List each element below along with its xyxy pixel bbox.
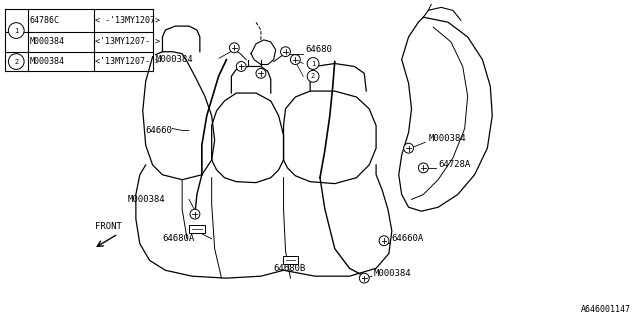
Circle shape [256, 68, 266, 78]
Circle shape [307, 70, 319, 82]
Text: M000384: M000384 [156, 55, 193, 64]
Circle shape [359, 273, 369, 283]
Circle shape [190, 209, 200, 219]
FancyBboxPatch shape [189, 225, 205, 233]
Text: 64728A: 64728A [438, 160, 470, 169]
Circle shape [236, 61, 246, 71]
Circle shape [280, 47, 291, 57]
Text: M000384: M000384 [128, 195, 166, 204]
Circle shape [379, 236, 389, 246]
Text: M000384: M000384 [29, 37, 65, 46]
Text: 2: 2 [14, 59, 19, 65]
Circle shape [8, 54, 24, 69]
FancyBboxPatch shape [283, 257, 298, 264]
Text: 64680: 64680 [305, 45, 332, 54]
Text: <'13MY1207- >: <'13MY1207- > [95, 57, 161, 66]
Text: 64660A: 64660A [392, 234, 424, 243]
Text: 1: 1 [14, 28, 19, 34]
Text: M000384: M000384 [428, 134, 466, 143]
Text: 64680B: 64680B [274, 264, 306, 273]
Circle shape [291, 55, 300, 65]
Circle shape [307, 58, 319, 69]
Text: 2: 2 [311, 73, 316, 79]
Text: 64680A: 64680A [163, 234, 195, 243]
Text: M000384: M000384 [29, 57, 65, 66]
Text: <'13MY1207- >: <'13MY1207- > [95, 37, 161, 46]
Circle shape [229, 43, 239, 53]
Text: 1: 1 [311, 60, 316, 67]
Circle shape [419, 163, 428, 173]
Circle shape [8, 23, 24, 38]
Text: A646001147: A646001147 [581, 305, 631, 314]
Text: 64786C: 64786C [29, 16, 60, 25]
Circle shape [404, 143, 413, 153]
Text: 64660: 64660 [146, 126, 173, 135]
Text: FRONT: FRONT [95, 222, 122, 231]
Text: < -'13MY1207>: < -'13MY1207> [95, 16, 161, 25]
Text: M000384: M000384 [374, 269, 412, 278]
